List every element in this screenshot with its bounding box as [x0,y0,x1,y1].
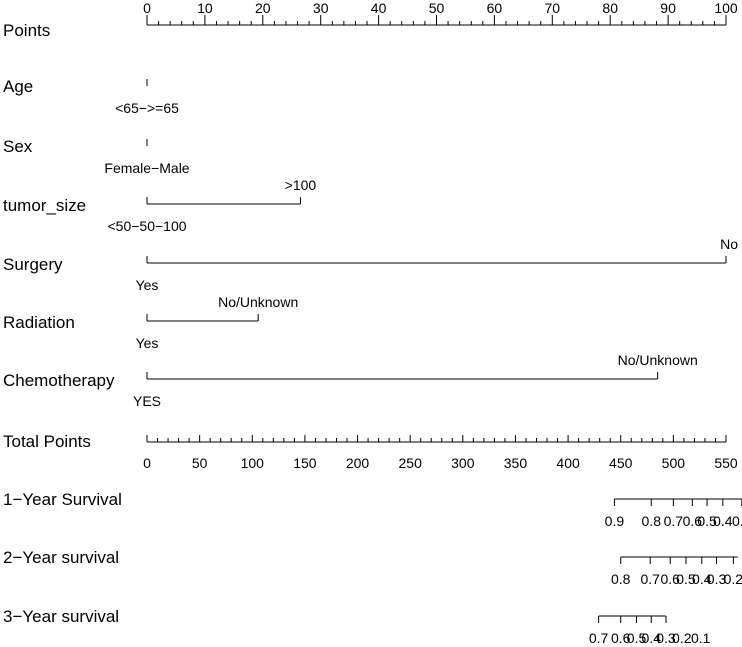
survival-3-year-tick-label: 0.3 [656,630,676,646]
points-row-label: Points [3,21,50,40]
points-axis-tick-label: 80 [602,0,618,16]
radiation-level-label: No/Unknown [218,294,298,310]
survival-3-year-tick-label: 0.7 [589,630,609,646]
survival-2-year-row-label: 2−Year survival [3,548,119,567]
tumor-size-level-label: >100 [285,177,317,193]
survival-3-year-tick-label: 0.1 [691,630,711,646]
total-points-tick-label: 150 [293,455,317,471]
chemotherapy-level-label: No/Unknown [618,352,698,368]
total-points-row-label: Total Points [3,432,91,451]
survival-1-year-row-label: 1−Year Survival [3,490,122,509]
survival-1-year-tick-label: 0.5 [697,513,717,529]
total-points-tick-label: 450 [609,455,633,471]
chemotherapy-row-label: Chemotherapy [3,371,115,390]
surgery-row-label: Surgery [3,255,63,274]
points-axis-tick-label: 90 [660,0,676,16]
total-points-tick-label: 50 [192,455,208,471]
survival-2-year-tick-label: 0.4 [692,571,712,587]
survival-2-year-tick-label: 0.2 [724,571,742,587]
survival-2-year-tick-label: 0.7 [640,571,660,587]
total-points-tick-label: 200 [346,455,370,471]
total-points-tick-label: 500 [662,455,686,471]
age-zero-level-label: <65−>=65 [115,100,179,116]
survival-3-year-tick-label: 0.4 [642,630,662,646]
total-points-tick-label: 550 [714,455,738,471]
surgery-level-label: No [720,236,738,252]
total-points-tick-label: 250 [399,455,423,471]
survival-2-year-tick-label: 0.6 [660,571,680,587]
survival-3-year-tick-label: 0.6 [611,630,631,646]
survival-2-year-tick-label: 0.5 [676,571,696,587]
total-points-tick-label: 350 [504,455,528,471]
points-axis-tick-label: 70 [545,0,561,16]
survival-1-year-tick-label: 0.9 [605,513,625,529]
survival-1-year-tick-label: 0.7 [664,513,684,529]
radiation-zero-level-label: Yes [136,335,159,351]
points-axis-tick-label: 20 [255,0,271,16]
survival-1-year-tick-label: 0.3 [732,513,742,529]
survival-3-year-row-label: 3−Year survival [3,607,119,626]
survival-3-year-tick-label: 0.2 [672,630,692,646]
chemotherapy-zero-level-label: YES [133,393,161,409]
total-points-tick-label: 100 [241,455,265,471]
age-row-label: Age [3,77,33,96]
survival-1-year-tick-label: 0.4 [713,513,733,529]
tumor-size-row-label: tumor_size [3,196,86,215]
sex-zero-level-label: Female−Male [104,160,189,176]
survival-1-year-tick-label: 0.8 [642,513,662,529]
points-axis-tick-label: 10 [197,0,213,16]
total-points-tick-label: 400 [556,455,580,471]
total-points-tick-label: 0 [143,455,151,471]
sex-row-label: Sex [3,137,33,156]
survival-2-year-tick-label: 0.3 [707,571,727,587]
points-axis-tick-label: 50 [429,0,445,16]
points-axis-tick-label: 40 [371,0,387,16]
points-axis-tick-label: 30 [313,0,329,16]
points-axis-tick-label: 60 [487,0,503,16]
total-points-tick-label: 300 [451,455,475,471]
tumor-size-zero-level-label: <50−50−100 [107,218,186,234]
radiation-row-label: Radiation [3,313,75,332]
survival-2-year-tick-label: 0.8 [611,571,631,587]
points-axis-tick-label: 100 [714,0,738,16]
survival-1-year-tick-label: 0.6 [683,513,703,529]
survival-3-year-tick-label: 0.5 [627,630,647,646]
points-axis-tick-label: 0 [143,0,151,16]
surgery-zero-level-label: Yes [136,277,159,293]
